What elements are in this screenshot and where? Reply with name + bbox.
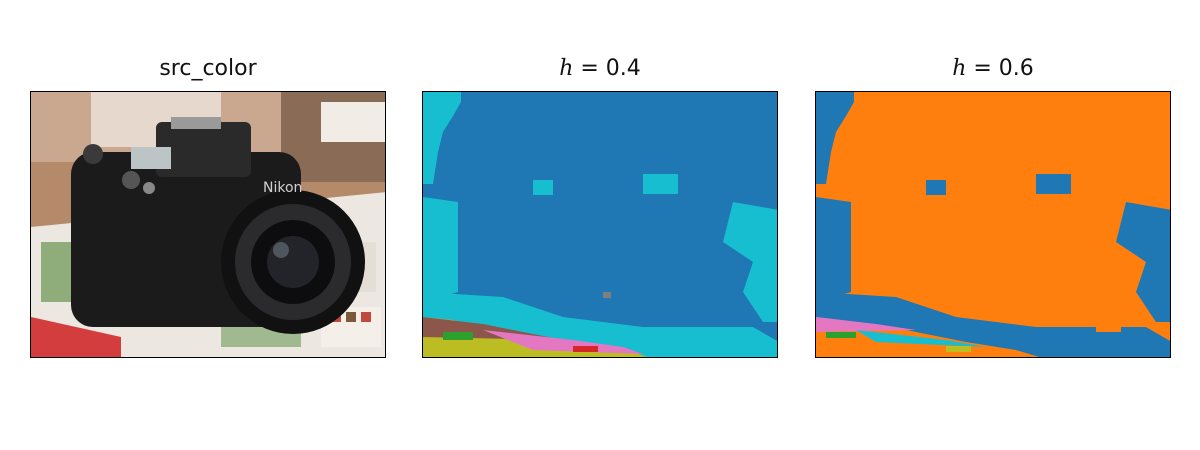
segmentation-h-06-panel (815, 91, 1171, 358)
segmentation-map-h-06 (816, 92, 1170, 357)
panel-title-h-04: h = 0.4 (559, 56, 641, 81)
segmentation-h-04-panel (422, 91, 778, 358)
panel-title-src-color: src_color (159, 56, 257, 81)
camera-photo: Nikon (31, 92, 385, 357)
svg-text:Nikon: Nikon (263, 180, 302, 196)
panel-title-h-06: h = 0.6 (952, 56, 1034, 81)
source-image-panel: Nikon (30, 91, 386, 358)
segmentation-map-h-04 (423, 92, 777, 357)
